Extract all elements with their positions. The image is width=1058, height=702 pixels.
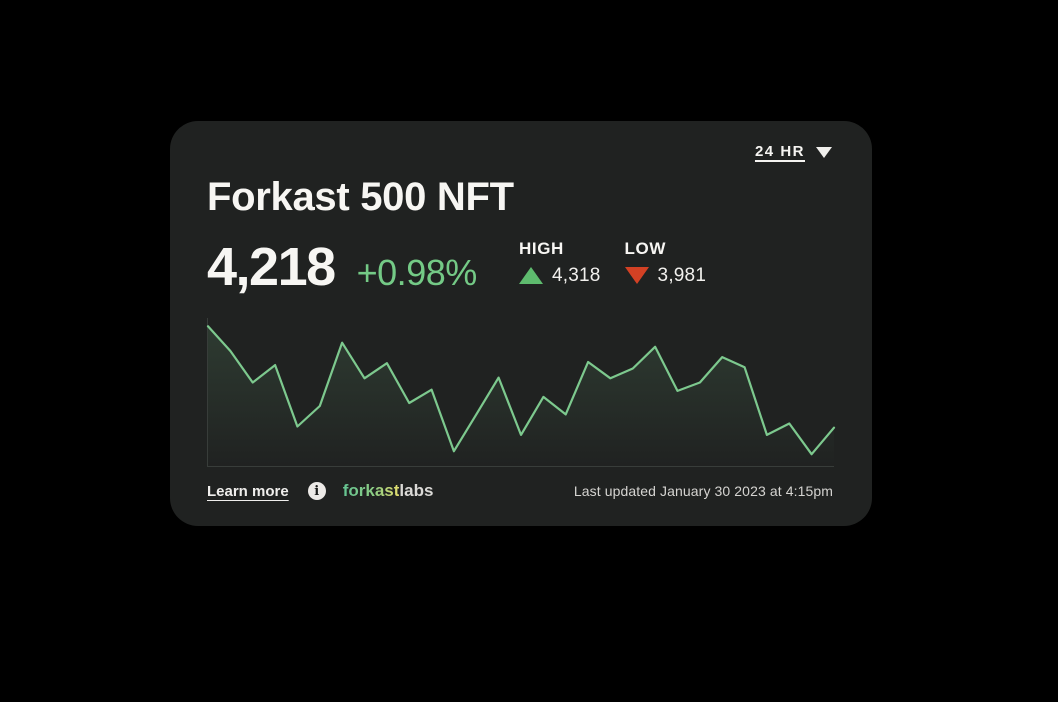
sparkline-svg [206, 325, 836, 466]
card-footer: Learn more i forkastlabs Last updated Ja… [207, 481, 833, 501]
price-sparkline-chart [206, 318, 836, 467]
change-percent: +0.98% [356, 252, 478, 293]
high-stat: HIGH 4,318 [519, 239, 601, 287]
info-icon[interactable]: i [307, 482, 326, 500]
index-stats-row: 4,218 +0.98% [207, 240, 477, 294]
timeframe-dropdown[interactable]: 24 HR [755, 143, 832, 160]
low-value-row: 3,981 [624, 264, 707, 287]
triangle-up-icon [519, 267, 543, 285]
last-updated-text: Last updated January 30 2023 at 4:15pm [573, 483, 833, 499]
low-value: 3,981 [657, 264, 707, 286]
forkast-index-card: 24 HR Forkast 500 NFT 4,218 +0.98% HIGH … [170, 121, 872, 526]
forkastlabs-logo: forkastlabs [343, 481, 434, 501]
logo-forkast-text: forkast [342, 481, 400, 500]
sparkline-area [208, 326, 834, 466]
logo-labs-text: labs [399, 481, 434, 500]
timeframe-label[interactable]: 24 HR [754, 143, 805, 160]
info-icon-glyph: i [314, 483, 320, 499]
sparkline-line [206, 325, 836, 456]
low-label: LOW [624, 239, 666, 258]
triangle-down-icon [624, 267, 649, 285]
high-value: 4,318 [552, 264, 601, 286]
caret-down-icon [816, 147, 832, 158]
high-label: HIGH [519, 239, 564, 258]
index-title: Forkast 500 NFT [207, 175, 514, 219]
high-value-row: 4,318 [519, 265, 601, 287]
high-low-block: HIGH 4,318 LOW 3,981 [519, 239, 707, 287]
low-stat: LOW 3,981 [624, 239, 707, 287]
index-value: 4,218 [207, 237, 336, 297]
learn-more-link[interactable]: Learn more [207, 482, 289, 500]
